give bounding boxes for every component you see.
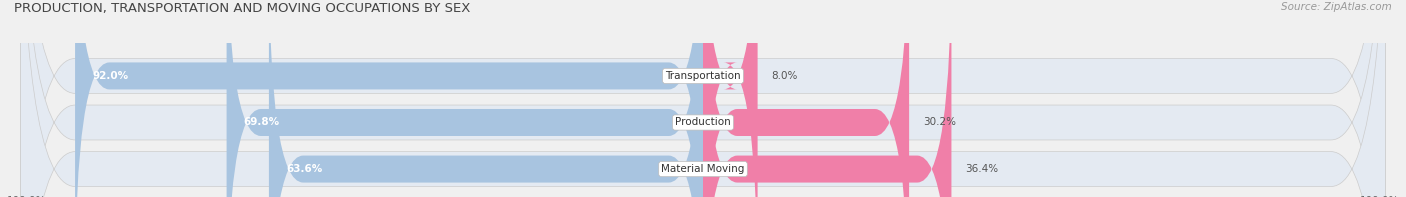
- Text: 63.6%: 63.6%: [285, 164, 322, 174]
- Text: Production: Production: [675, 117, 731, 127]
- FancyBboxPatch shape: [75, 0, 703, 197]
- Text: 69.8%: 69.8%: [243, 117, 280, 127]
- FancyBboxPatch shape: [21, 0, 1385, 197]
- Text: 92.0%: 92.0%: [93, 71, 128, 81]
- Text: 100.0%: 100.0%: [1360, 196, 1399, 197]
- FancyBboxPatch shape: [226, 0, 703, 197]
- FancyBboxPatch shape: [21, 0, 1385, 197]
- Text: 30.2%: 30.2%: [922, 117, 956, 127]
- Text: 100.0%: 100.0%: [7, 196, 46, 197]
- FancyBboxPatch shape: [269, 0, 703, 197]
- Text: Source: ZipAtlas.com: Source: ZipAtlas.com: [1281, 2, 1392, 12]
- Text: 8.0%: 8.0%: [772, 71, 797, 81]
- FancyBboxPatch shape: [703, 0, 758, 197]
- FancyBboxPatch shape: [703, 0, 910, 197]
- FancyBboxPatch shape: [703, 0, 952, 197]
- FancyBboxPatch shape: [21, 0, 1385, 197]
- Text: PRODUCTION, TRANSPORTATION AND MOVING OCCUPATIONS BY SEX: PRODUCTION, TRANSPORTATION AND MOVING OC…: [14, 2, 471, 15]
- Text: 36.4%: 36.4%: [965, 164, 998, 174]
- Text: Material Moving: Material Moving: [661, 164, 745, 174]
- Text: Transportation: Transportation: [665, 71, 741, 81]
